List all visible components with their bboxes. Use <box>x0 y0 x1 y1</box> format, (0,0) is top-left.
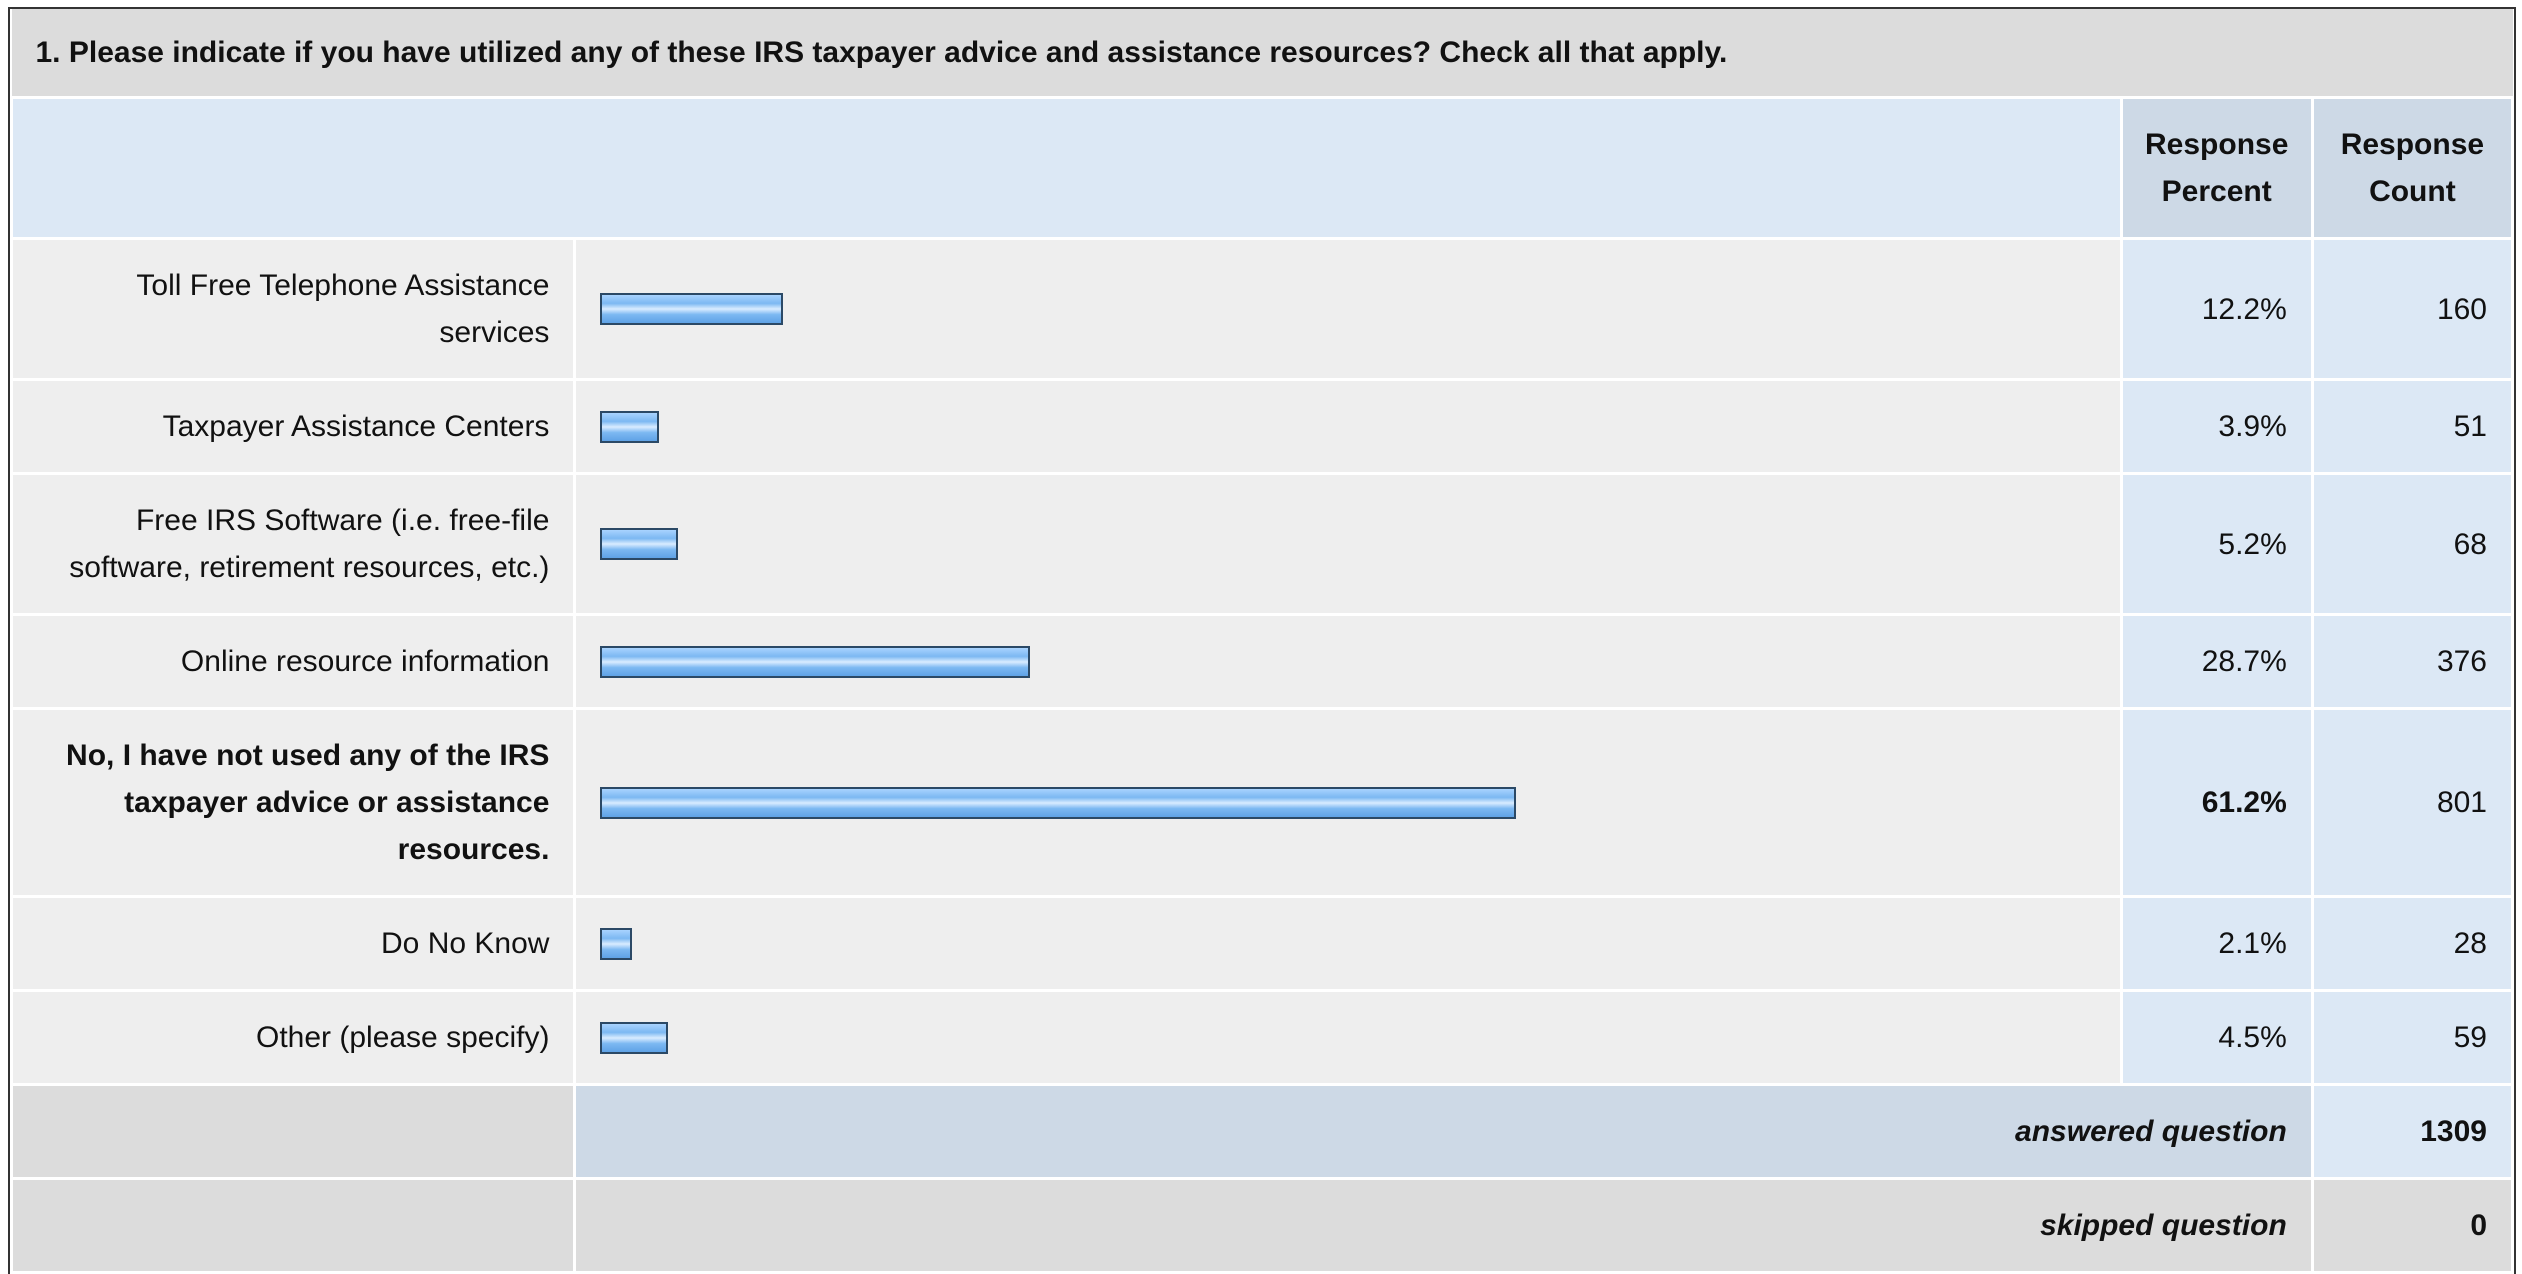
bar-cell <box>573 707 2123 898</box>
bar-cell <box>573 472 2123 616</box>
answer-row: No, I have not used any of the IRS taxpa… <box>9 707 2515 898</box>
answer-row: Online resource information 28.7% 376 <box>9 613 2515 710</box>
skipped-label: skipped question <box>573 1177 2314 1274</box>
percent-bar <box>600 645 1030 678</box>
response-count: 51 <box>2310 378 2515 475</box>
bar-cell <box>573 989 2123 1086</box>
column-header: Response Percent <box>2119 96 2314 240</box>
response-count: 160 <box>2310 237 2515 381</box>
answer-row: Taxpayer Assistance Centers 3.9% 51 <box>9 378 2515 475</box>
answer-label: Do No Know <box>9 895 577 992</box>
answer-label: No, I have not used any of the IRS taxpa… <box>9 707 577 898</box>
response-count: 59 <box>2310 989 2515 1086</box>
answer-row: Toll Free Telephone Assistance services 1… <box>9 237 2515 381</box>
footer-blank <box>9 1083 577 1180</box>
header-blank <box>10 96 2123 240</box>
response-percent: 2.1% <box>2119 895 2314 992</box>
results-table: 1. Please indicate if you have utilized … <box>9 9 2515 1274</box>
bar-cell <box>573 237 2123 381</box>
answer-label: Taxpayer Assistance Centers <box>9 378 577 475</box>
answer-label: Other (please specify) <box>9 989 577 1086</box>
response-percent: 3.9% <box>2119 378 2314 475</box>
percent-bar <box>600 927 632 960</box>
percent-bar <box>600 410 659 443</box>
bar-cell <box>573 378 2123 475</box>
skipped-count: 0 <box>2310 1177 2515 1274</box>
answer-row: Free IRS Software (i.e. free-file softwa… <box>9 472 2515 616</box>
answered-label: answered question <box>573 1083 2314 1180</box>
response-percent: 5.2% <box>2119 472 2314 616</box>
answer-row: Other (please specify) 4.5% 59 <box>9 989 2515 1086</box>
percent-bar <box>600 528 679 560</box>
question-title: 1. Please indicate if you have utilized … <box>11 9 2513 99</box>
response-count: 28 <box>2310 895 2515 992</box>
column-header: Response Count <box>2310 96 2515 240</box>
answer-row: Do No Know 2.1% 28 <box>9 895 2515 992</box>
page: 1. Please indicate if you have utilized … <box>8 7 2516 1274</box>
percent-bar <box>600 1021 668 1054</box>
answer-label: Toll Free Telephone Assistance services <box>9 237 577 381</box>
percent-bar <box>600 786 1516 819</box>
response-percent: 4.5% <box>2119 989 2314 1086</box>
response-percent: 61.2% <box>2119 707 2314 898</box>
response-percent: 28.7% <box>2119 613 2314 710</box>
response-count: 801 <box>2310 707 2515 898</box>
answered-count: 1309 <box>2310 1083 2515 1180</box>
response-count: 376 <box>2310 613 2515 710</box>
footer-blank <box>9 1177 577 1274</box>
answer-label: Online resource information <box>9 613 577 710</box>
table-body: Toll Free Telephone Assistance services 1… <box>9 237 2515 1086</box>
response-count: 68 <box>2310 472 2515 616</box>
bar-cell <box>573 895 2123 992</box>
survey-panel: 1. Please indicate if you have utilized … <box>8 7 2516 1274</box>
bar-cell <box>573 613 2123 710</box>
answer-label: Free IRS Software (i.e. free-file softwa… <box>9 472 577 616</box>
percent-bar <box>600 293 783 325</box>
response-percent: 12.2% <box>2119 237 2314 381</box>
